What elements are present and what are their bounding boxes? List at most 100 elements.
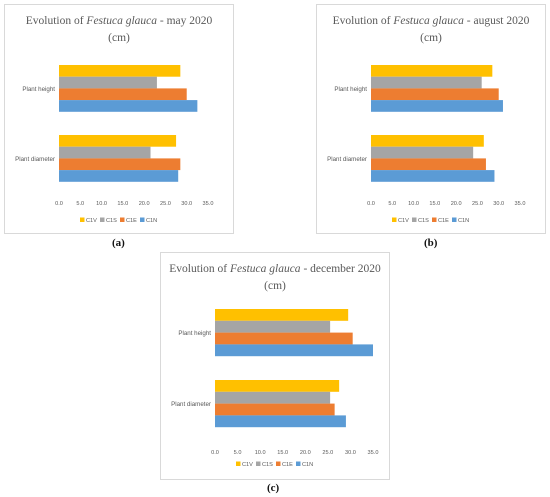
title-suffix: - august 2020 (463, 15, 530, 27)
bar-C1N-plant-height (215, 344, 373, 357)
legend-swatch (276, 461, 281, 466)
bar-C1V-plant-diameter (215, 380, 340, 392)
legend-label: C1N (458, 218, 469, 224)
x-tick-label: 35.0 (203, 201, 214, 207)
bar-chart: Plant height Plant diameter 0.0 5.0 10.0 15.0… (15, 65, 214, 224)
x-tick-label: 15.0 (429, 201, 440, 207)
x-tick-label: 35.0 (368, 450, 379, 456)
legend-label: C1E (282, 462, 293, 468)
x-tick-label: 10.0 (408, 201, 419, 207)
bar-C1N-plant-diameter (215, 415, 346, 428)
legend-label: C1E (126, 218, 137, 224)
legend-swatch (120, 217, 125, 222)
x-tick-label: 35.0 (515, 201, 526, 207)
x-tick-label: 0.0 (211, 450, 219, 456)
x-tick-label: 25.0 (472, 201, 483, 207)
legend-swatch (100, 217, 105, 222)
x-tick-label: 10.0 (255, 450, 266, 456)
x-tick-label: 5.0 (76, 201, 84, 207)
x-tick-label: 5.0 (234, 450, 242, 456)
x-tick-label: 15.0 (117, 201, 128, 207)
x-tick-label: 0.0 (367, 201, 375, 207)
x-tick-label: 20.0 (451, 201, 462, 207)
category-label: Plant height (334, 86, 367, 93)
bar-C1S-plant-height (59, 76, 157, 89)
category-label: Plant diameter (171, 401, 211, 408)
title-species: Festuca glauca (86, 15, 157, 27)
x-tick-label: 20.0 (139, 201, 150, 207)
title-unit: (cm) (420, 32, 442, 44)
bar-C1N-plant-diameter (59, 170, 179, 182)
legend-label: C1S (106, 218, 117, 224)
chart-panel-a: Evolution of Festuca glauca - may 2020 (… (4, 4, 234, 234)
bar-C1E-plant-diameter (215, 403, 335, 416)
bar-C1V-plant-height (215, 309, 349, 321)
legend-label: C1N (146, 218, 157, 224)
category-label: Plant diameter (327, 156, 367, 163)
legend-swatch (432, 217, 437, 222)
title-prefix: Evolution of (169, 263, 230, 275)
x-tick-label: 25.0 (160, 201, 171, 207)
bar-C1S-plant-height (371, 76, 482, 89)
bar-C1N-plant-height (59, 100, 198, 112)
panel-label-c: (c) (267, 482, 280, 494)
bar-C1E-plant-height (215, 332, 353, 345)
bar-C1V-plant-height (371, 65, 493, 77)
legend-label: C1N (302, 462, 313, 468)
x-tick-label: 5.0 (388, 201, 396, 207)
legend-swatch (296, 461, 301, 466)
category-label: Plant height (178, 330, 211, 337)
category-label: Plant height (22, 86, 55, 93)
title-unit: (cm) (264, 280, 286, 292)
x-tick-label: 30.0 (493, 201, 504, 207)
title-prefix: Evolution of (332, 15, 394, 27)
x-tick-label: 0.0 (55, 201, 63, 207)
panel-label-a: (a) (112, 237, 125, 249)
x-tick-label: 30.0 (345, 450, 356, 456)
legend-label: C1E (438, 218, 449, 224)
legend-swatch (140, 217, 145, 222)
legend-label: C1V (398, 218, 409, 224)
category-label: Plant diameter (15, 156, 55, 163)
x-tick-label: 15.0 (277, 450, 288, 456)
bar-C1E-plant-diameter (371, 158, 486, 171)
x-tick-label: 25.0 (322, 450, 333, 456)
chart-panel-b: Evolution of Festuca glauca - august 202… (316, 4, 546, 234)
legend-swatch (80, 217, 85, 222)
title-unit: (cm) (108, 32, 130, 44)
legend-label: C1S (418, 218, 429, 224)
panel-label-b: (b) (424, 237, 438, 249)
bar-C1N-plant-height (371, 100, 503, 112)
chart-title: Evolution of Festuca glauca - december 2… (161, 261, 389, 295)
title-prefix: Evolution of (25, 15, 87, 27)
legend-label: C1V (242, 462, 253, 468)
chart-title: Evolution of Festuca glauca - may 2020 (… (5, 13, 233, 47)
legend-swatch (256, 461, 261, 466)
bar-C1S-plant-height (215, 320, 331, 333)
legend-swatch (236, 461, 241, 466)
bar-C1S-plant-diameter (59, 146, 151, 159)
legend-label: C1S (262, 462, 273, 468)
legend-swatch (452, 217, 457, 222)
title-species: Festuca glauca (229, 263, 301, 275)
bar-C1V-plant-diameter (371, 135, 484, 147)
title-suffix: - december 2020 (300, 263, 381, 275)
x-tick-label: 30.0 (181, 201, 192, 207)
bar-C1N-plant-diameter (371, 170, 495, 182)
legend-swatch (392, 217, 397, 222)
bar-C1V-plant-diameter (59, 135, 177, 147)
bar-C1E-plant-diameter (59, 158, 181, 171)
bar-C1E-plant-height (371, 88, 499, 101)
bar-C1V-plant-height (59, 65, 181, 77)
chart-panel-c: Evolution of Festuca glauca - december 2… (160, 252, 390, 480)
legend-swatch (412, 217, 417, 222)
legend-label: C1V (86, 218, 97, 224)
title-suffix: - may 2020 (157, 15, 213, 27)
bar-C1S-plant-diameter (371, 146, 474, 159)
x-tick-label: 10.0 (96, 201, 107, 207)
title-species: Festuca glauca (393, 15, 464, 27)
bar-C1S-plant-diameter (215, 391, 331, 404)
x-tick-label: 20.0 (300, 450, 311, 456)
bar-chart: Plant height Plant diameter 0.0 5.0 10.0 15.0… (171, 309, 379, 468)
chart-title: Evolution of Festuca glauca - august 202… (317, 13, 545, 47)
